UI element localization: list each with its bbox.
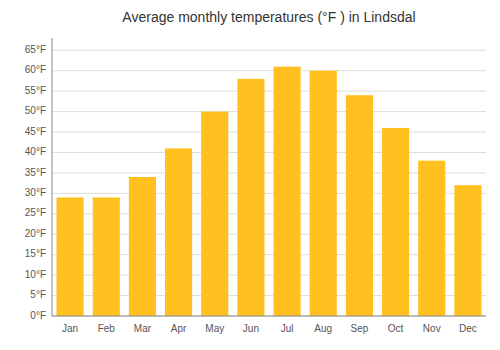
grid-line [52, 91, 486, 92]
grid-line [52, 132, 486, 133]
x-tick-label: Jun [243, 323, 259, 334]
y-tick-label: 45°F [25, 126, 46, 137]
x-tick-label: Jul [281, 323, 294, 334]
chart-title: Average monthly temperatures (°F ) in Li… [122, 9, 415, 25]
chart-container: 0°F 5°F 10°F 15°F 20°F 25°F 30°F 35°F 40°F 45°F 50… [0, 0, 500, 350]
x-axis: Jan Feb Mar Apr May Jun Jul Aug Sep Oct Nov Dec [52, 316, 486, 334]
y-tick-label: 40°F [25, 146, 46, 157]
x-tick-label: Dec [459, 323, 477, 334]
y-tick-label: 60°F [25, 64, 46, 75]
bar [237, 79, 264, 316]
x-tick-label: May [205, 323, 224, 334]
x-tick-label: Oct [388, 323, 404, 334]
y-tick-label: 5°F [30, 289, 46, 300]
y-tick-label: 10°F [25, 269, 46, 280]
y-tick-label: 50°F [25, 105, 46, 116]
x-tick-label: Aug [314, 323, 332, 334]
grid-line [52, 316, 486, 317]
x-tick-label: Sep [351, 323, 369, 334]
grid-line [52, 111, 486, 112]
x-tick-label: Nov [423, 323, 441, 334]
bar [129, 177, 156, 316]
x-tick-label: Mar [134, 323, 152, 334]
bar [201, 112, 228, 316]
y-tick-label: 65°F [25, 44, 46, 55]
grid-line [52, 70, 486, 71]
x-tick-label: Apr [171, 323, 187, 334]
x-axis-line [52, 316, 486, 317]
grid [52, 50, 486, 316]
x-tick-label: Feb [98, 323, 116, 334]
y-tick-label: 20°F [25, 228, 46, 239]
y-axis: 0°F 5°F 10°F 15°F 20°F 25°F 30°F 35°F 40°F 45°F 50… [25, 38, 52, 321]
bar [274, 67, 301, 316]
bar [346, 95, 373, 316]
bar [93, 197, 120, 316]
chart-svg: 0°F 5°F 10°F 15°F 20°F 25°F 30°F 35°F 40°F 45°F 50… [0, 0, 500, 350]
y-tick-label: 25°F [25, 207, 46, 218]
bar [418, 161, 445, 316]
grid-line [52, 152, 486, 153]
y-tick-label: 35°F [25, 167, 46, 178]
bar [382, 128, 409, 316]
y-tick-label: 15°F [25, 248, 46, 259]
y-axis-line [52, 38, 53, 316]
bar [165, 148, 192, 316]
bar [454, 185, 481, 316]
bar [57, 197, 84, 316]
y-tick-label: 55°F [25, 85, 46, 96]
bars [57, 67, 482, 316]
y-tick-label: 30°F [25, 187, 46, 198]
x-tick-label: Jan [62, 323, 78, 334]
grid-line [52, 50, 486, 51]
y-tick-label: 0°F [30, 310, 46, 321]
bar [310, 71, 337, 316]
